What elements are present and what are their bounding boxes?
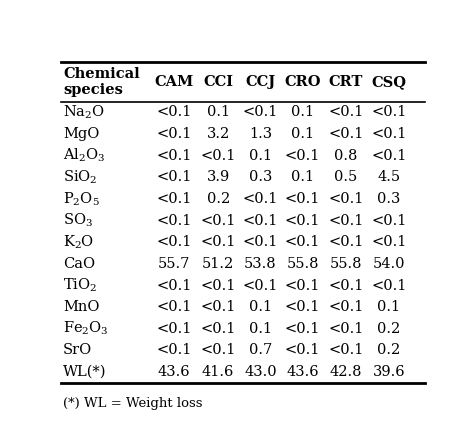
- Text: CRO: CRO: [284, 75, 321, 89]
- Text: 43.6: 43.6: [158, 365, 191, 379]
- Text: 43.0: 43.0: [244, 365, 277, 379]
- Text: K$_2$O: K$_2$O: [63, 234, 94, 251]
- Text: <0.1: <0.1: [201, 214, 236, 227]
- Text: <0.1: <0.1: [328, 127, 364, 141]
- Text: 42.8: 42.8: [329, 365, 362, 379]
- Text: 41.6: 41.6: [202, 365, 234, 379]
- Text: 0.1: 0.1: [377, 300, 401, 314]
- Text: <0.1: <0.1: [156, 127, 192, 141]
- Text: <0.1: <0.1: [156, 170, 192, 184]
- Text: CRT: CRT: [328, 75, 363, 89]
- Text: <0.1: <0.1: [156, 105, 192, 120]
- Text: <0.1: <0.1: [156, 149, 192, 163]
- Text: <0.1: <0.1: [243, 278, 278, 293]
- Text: <0.1: <0.1: [201, 300, 236, 314]
- Text: 0.8: 0.8: [334, 149, 357, 163]
- Text: <0.1: <0.1: [201, 278, 236, 293]
- Text: 4.5: 4.5: [377, 170, 401, 184]
- Text: <0.1: <0.1: [371, 214, 407, 227]
- Text: WL(*): WL(*): [63, 365, 107, 379]
- Text: 0.1: 0.1: [207, 105, 230, 120]
- Text: <0.1: <0.1: [328, 214, 364, 227]
- Text: 55.8: 55.8: [286, 257, 319, 271]
- Text: <0.1: <0.1: [285, 214, 320, 227]
- Text: <0.1: <0.1: [285, 300, 320, 314]
- Text: Na$_2$O: Na$_2$O: [63, 104, 105, 121]
- Text: <0.1: <0.1: [328, 235, 364, 249]
- Text: CSQ: CSQ: [372, 75, 406, 89]
- Text: <0.1: <0.1: [156, 300, 192, 314]
- Text: <0.1: <0.1: [243, 214, 278, 227]
- Text: Chemical
species: Chemical species: [63, 67, 140, 97]
- Text: 0.2: 0.2: [377, 322, 401, 336]
- Text: <0.1: <0.1: [285, 192, 320, 206]
- Text: <0.1: <0.1: [156, 343, 192, 357]
- Text: Al$_2$O$_3$: Al$_2$O$_3$: [63, 147, 105, 165]
- Text: <0.1: <0.1: [156, 235, 192, 249]
- Text: <0.1: <0.1: [243, 192, 278, 206]
- Text: <0.1: <0.1: [285, 322, 320, 336]
- Text: <0.1: <0.1: [243, 235, 278, 249]
- Text: <0.1: <0.1: [371, 235, 407, 249]
- Text: MgO: MgO: [63, 127, 99, 141]
- Text: <0.1: <0.1: [285, 149, 320, 163]
- Text: 43.6: 43.6: [286, 365, 319, 379]
- Text: <0.1: <0.1: [201, 343, 236, 357]
- Text: 0.2: 0.2: [207, 192, 230, 206]
- Text: 0.1: 0.1: [291, 105, 314, 120]
- Text: 0.2: 0.2: [377, 343, 401, 357]
- Text: <0.1: <0.1: [328, 192, 364, 206]
- Text: <0.1: <0.1: [371, 105, 407, 120]
- Text: <0.1: <0.1: [156, 214, 192, 227]
- Text: CCJ: CCJ: [245, 75, 275, 89]
- Text: SrO: SrO: [63, 343, 92, 357]
- Text: 55.8: 55.8: [329, 257, 362, 271]
- Text: <0.1: <0.1: [328, 322, 364, 336]
- Text: <0.1: <0.1: [328, 300, 364, 314]
- Text: (*) WL = Weight loss: (*) WL = Weight loss: [63, 396, 202, 409]
- Text: <0.1: <0.1: [201, 235, 236, 249]
- Text: <0.1: <0.1: [285, 278, 320, 293]
- Text: 3.2: 3.2: [207, 127, 230, 141]
- Text: 0.1: 0.1: [249, 300, 272, 314]
- Text: <0.1: <0.1: [285, 343, 320, 357]
- Text: 0.1: 0.1: [291, 170, 314, 184]
- Text: <0.1: <0.1: [201, 322, 236, 336]
- Text: P$_2$O$_5$: P$_2$O$_5$: [63, 190, 100, 208]
- Text: 51.2: 51.2: [202, 257, 234, 271]
- Text: <0.1: <0.1: [328, 343, 364, 357]
- Text: <0.1: <0.1: [285, 235, 320, 249]
- Text: <0.1: <0.1: [371, 127, 407, 141]
- Text: <0.1: <0.1: [156, 322, 192, 336]
- Text: 0.5: 0.5: [334, 170, 357, 184]
- Text: CaO: CaO: [63, 257, 95, 271]
- Text: SiO$_2$: SiO$_2$: [63, 169, 97, 186]
- Text: <0.1: <0.1: [328, 278, 364, 293]
- Text: 54.0: 54.0: [373, 257, 405, 271]
- Text: 55.7: 55.7: [158, 257, 190, 271]
- Text: <0.1: <0.1: [243, 105, 278, 120]
- Text: <0.1: <0.1: [156, 278, 192, 293]
- Text: <0.1: <0.1: [371, 149, 407, 163]
- Text: TiO$_2$: TiO$_2$: [63, 277, 97, 294]
- Text: <0.1: <0.1: [201, 149, 236, 163]
- Text: Fe$_2$O$_3$: Fe$_2$O$_3$: [63, 320, 109, 338]
- Text: CCI: CCI: [203, 75, 233, 89]
- Text: 0.1: 0.1: [249, 149, 272, 163]
- Text: 1.3: 1.3: [249, 127, 272, 141]
- Text: 0.3: 0.3: [377, 192, 401, 206]
- Text: 39.6: 39.6: [373, 365, 405, 379]
- Text: 0.3: 0.3: [249, 170, 272, 184]
- Text: <0.1: <0.1: [156, 192, 192, 206]
- Text: 53.8: 53.8: [244, 257, 277, 271]
- Text: <0.1: <0.1: [371, 278, 407, 293]
- Text: 0.1: 0.1: [291, 127, 314, 141]
- Text: <0.1: <0.1: [328, 105, 364, 120]
- Text: CAM: CAM: [155, 75, 194, 89]
- Text: SO$_3$: SO$_3$: [63, 212, 93, 229]
- Text: 3.9: 3.9: [207, 170, 230, 184]
- Text: MnO: MnO: [63, 300, 100, 314]
- Text: 0.7: 0.7: [249, 343, 272, 357]
- Text: 0.1: 0.1: [249, 322, 272, 336]
